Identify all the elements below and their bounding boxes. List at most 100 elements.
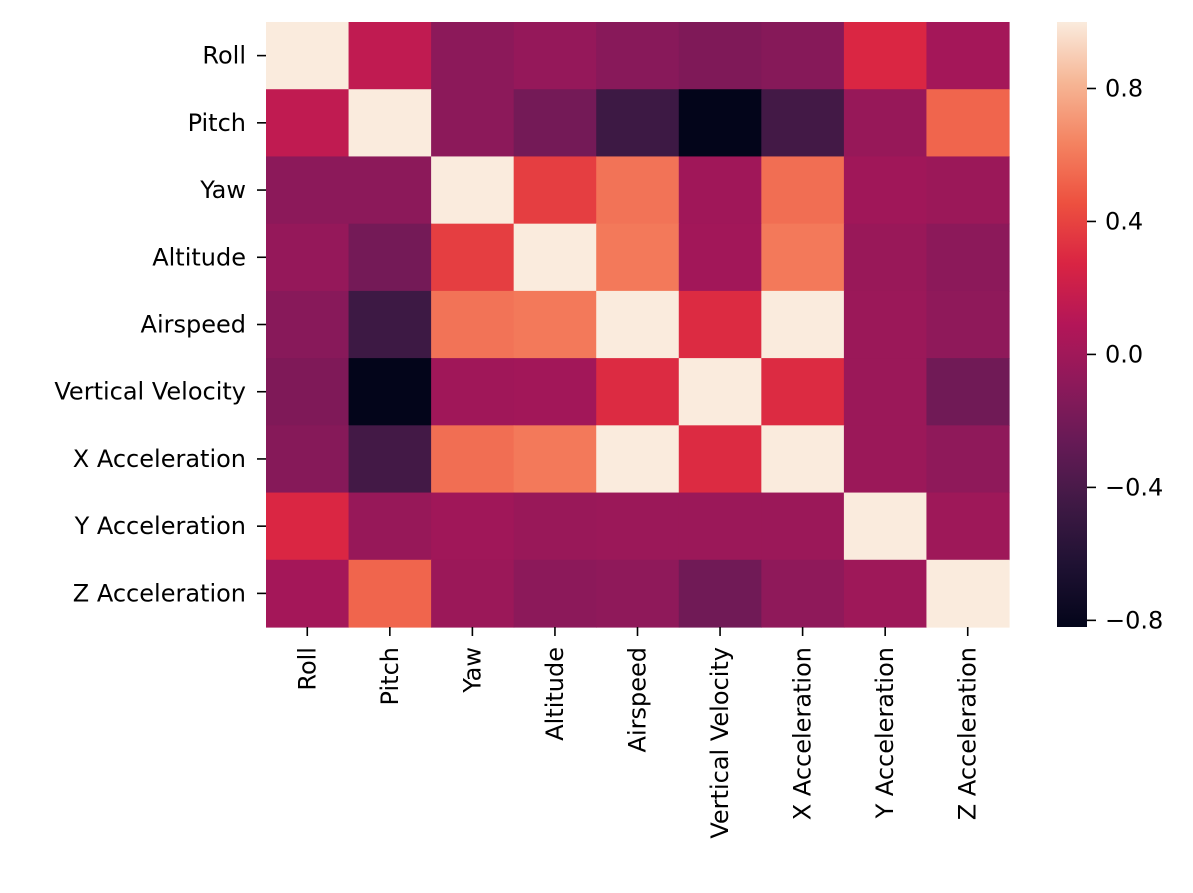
heatmap-cell bbox=[513, 22, 597, 90]
heatmap-cell bbox=[926, 89, 1010, 158]
heatmap-cell bbox=[761, 559, 845, 628]
y-tick-label: Roll bbox=[202, 42, 246, 70]
colorbar-tick-label: −0.4 bbox=[1105, 473, 1163, 501]
heatmap-cell bbox=[678, 290, 762, 359]
x-tick-labels: Roll Pitch Yaw Altitude Airspeed Vertical Vel… bbox=[293, 627, 982, 839]
heatmap-cell bbox=[348, 290, 432, 359]
heatmap-cell bbox=[926, 22, 1010, 90]
heatmap-cell bbox=[761, 492, 845, 561]
heatmap-cell bbox=[761, 89, 845, 158]
heatmap-cell bbox=[431, 492, 515, 561]
heatmap-cell bbox=[596, 223, 680, 292]
heatmap-cell bbox=[761, 223, 845, 292]
heatmap-cell bbox=[266, 89, 350, 158]
heatmap-cell bbox=[266, 22, 350, 90]
heatmap-cell bbox=[843, 156, 928, 225]
heatmap-cell bbox=[596, 22, 680, 90]
heatmap-cell bbox=[596, 559, 680, 628]
heatmap-cell bbox=[596, 89, 680, 158]
heatmap-cell bbox=[596, 425, 680, 494]
x-tick-label: Z Acceleration bbox=[954, 647, 982, 820]
heatmap-cell bbox=[843, 89, 928, 158]
heatmap-cell bbox=[926, 559, 1010, 628]
heatmap-cell bbox=[596, 492, 680, 561]
colorbar: −0.8 −0.4 0.0 0.4 0.8 bbox=[1057, 22, 1163, 634]
x-tick-label: Altitude bbox=[541, 647, 569, 741]
heatmap-cell bbox=[266, 492, 350, 561]
y-tick-labels: Roll Pitch Yaw Altitude Airspeed Vertical Vel… bbox=[54, 42, 266, 607]
colorbar-gradient bbox=[1057, 22, 1087, 627]
heatmap-cell bbox=[431, 156, 515, 225]
heatmap-cell bbox=[348, 223, 432, 292]
heatmap-cell bbox=[431, 89, 515, 158]
heatmap-cell bbox=[678, 89, 762, 158]
x-tick-label: Y Acceleration bbox=[871, 647, 899, 819]
heatmap-cell bbox=[431, 22, 515, 90]
heatmap-cell bbox=[926, 290, 1010, 359]
heatmap-cell bbox=[843, 492, 928, 561]
heatmap-cell bbox=[761, 290, 845, 359]
x-tick-label: Pitch bbox=[376, 647, 404, 705]
y-tick-label: Y Acceleration bbox=[74, 512, 246, 540]
heatmap-cell bbox=[843, 559, 928, 628]
heatmap-cell bbox=[266, 223, 350, 292]
heatmap-cell bbox=[596, 290, 680, 359]
y-tick-label: Yaw bbox=[199, 176, 246, 204]
heatmap-cell bbox=[678, 223, 762, 292]
heatmap-cell bbox=[678, 156, 762, 225]
heatmap-cell bbox=[761, 425, 845, 494]
heatmap-cell bbox=[431, 425, 515, 494]
heatmap-cell bbox=[926, 492, 1010, 561]
colorbar-tick-label: 0.4 bbox=[1105, 207, 1143, 235]
colorbar-tick-label: −0.8 bbox=[1105, 606, 1163, 634]
y-tick-label: Airspeed bbox=[141, 311, 246, 339]
heatmap-cell bbox=[348, 425, 432, 494]
x-tick-label: Vertical Velocity bbox=[706, 647, 734, 839]
heatmap-cell bbox=[431, 559, 515, 628]
colorbar-tick-label: 0.8 bbox=[1105, 74, 1143, 102]
x-tick-label: X Acceleration bbox=[789, 647, 817, 820]
heatmap-cell bbox=[431, 223, 515, 292]
y-tick-label: X Acceleration bbox=[73, 445, 246, 473]
y-tick-label: Altitude bbox=[152, 243, 246, 271]
heatmap-cell bbox=[678, 358, 762, 426]
y-tick-label: Z Acceleration bbox=[73, 579, 246, 607]
heatmap-cell bbox=[513, 358, 597, 426]
heatmap-cell bbox=[513, 492, 597, 561]
colorbar-tick-label: 0.0 bbox=[1105, 340, 1143, 368]
x-tick-label: Airspeed bbox=[624, 647, 652, 752]
heatmap-cells bbox=[266, 22, 1010, 628]
heatmap-cell bbox=[266, 358, 350, 426]
heatmap-cell bbox=[348, 492, 432, 561]
heatmap-cell bbox=[926, 223, 1010, 292]
y-tick-label: Vertical Velocity bbox=[54, 378, 246, 406]
heatmap-cell bbox=[348, 22, 432, 90]
heatmap-cell bbox=[843, 22, 928, 90]
heatmap-cell bbox=[596, 156, 680, 225]
heatmap-cell bbox=[761, 22, 845, 90]
heatmap-cell bbox=[513, 290, 597, 359]
y-tick-label: Pitch bbox=[188, 109, 246, 137]
heatmap-cell bbox=[513, 89, 597, 158]
heatmap-cell bbox=[513, 156, 597, 225]
heatmap-cell bbox=[348, 156, 432, 225]
heatmap-cell bbox=[843, 425, 928, 494]
heatmap-cell bbox=[761, 358, 845, 426]
heatmap-cell bbox=[678, 425, 762, 494]
heatmap-cell bbox=[266, 425, 350, 494]
heatmap-cell bbox=[266, 559, 350, 628]
heatmap-cell bbox=[926, 156, 1010, 225]
heatmap-cell bbox=[596, 358, 680, 426]
heatmap-cell bbox=[761, 156, 845, 225]
x-tick-label: Yaw bbox=[458, 647, 486, 694]
heatmap-cell bbox=[843, 358, 928, 426]
heatmap-cell bbox=[926, 425, 1010, 494]
heatmap-cell bbox=[678, 22, 762, 90]
heatmap-cell bbox=[678, 492, 762, 561]
heatmap-cell bbox=[348, 559, 432, 628]
heatmap-cell bbox=[513, 425, 597, 494]
heatmap-cell bbox=[513, 559, 597, 628]
heatmap-cell bbox=[843, 290, 928, 359]
